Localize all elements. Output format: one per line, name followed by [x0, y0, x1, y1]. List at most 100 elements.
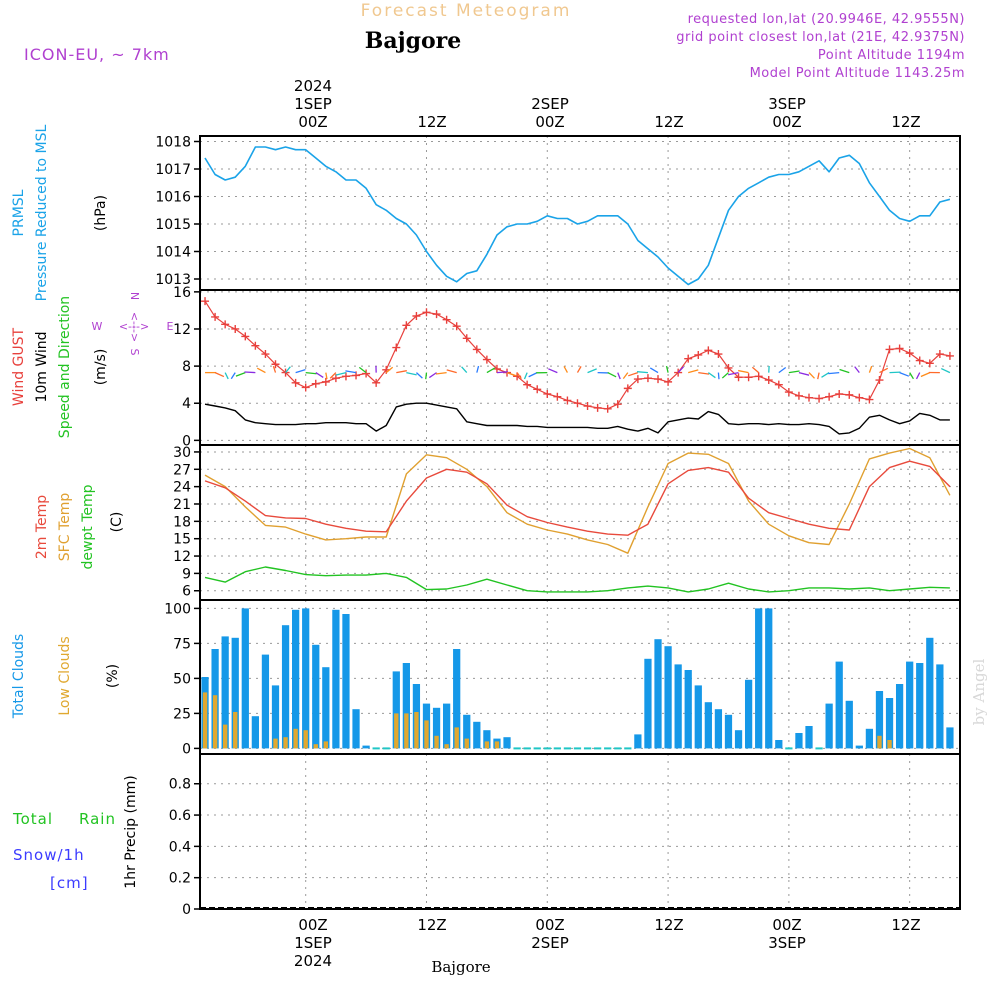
- compass-north: N: [128, 292, 141, 300]
- total-cloud-bar: [755, 608, 763, 749]
- low-cloud-bar: [484, 741, 490, 749]
- gust-marker: [875, 376, 884, 385]
- wind-direction-arrow: [563, 366, 568, 373]
- bottom-time-label-6: 12Z: [891, 916, 920, 934]
- wind-direction-arrow: [385, 366, 394, 374]
- total-cloud-bar: [231, 637, 239, 749]
- clouds-ytick-label: 25: [173, 706, 191, 722]
- wind-direction-arrow: [636, 371, 649, 374]
- wind-direction-arrow: [721, 372, 729, 379]
- temperature-ytick-label: 24: [173, 480, 191, 496]
- temperature-ytick-label: 6: [182, 584, 191, 600]
- total-cloud-bar: [302, 608, 310, 749]
- gust-marker: [442, 315, 451, 324]
- precip-labels: Total Rain Snow/1h [cm] 1hr Precip (mm): [12, 775, 139, 892]
- total-cloud-bar: [936, 664, 944, 749]
- low-cloud-bar: [494, 741, 500, 749]
- total-cloud-bar: [835, 661, 843, 749]
- precip-ytick-label: 0.2: [169, 871, 191, 887]
- wind-direction-arrow: [821, 372, 830, 378]
- wind-direction-arrow: [335, 371, 347, 376]
- header-model: ICON-EU, ~ 7km: [24, 45, 170, 64]
- wind-direction-arrow: [285, 366, 291, 374]
- wind-direction-arrow: [548, 368, 558, 374]
- gust-marker: [422, 308, 431, 317]
- precip-label-cm: [cm]: [50, 874, 89, 892]
- low-cloud-bar: [444, 744, 449, 749]
- gust-marker: [714, 350, 723, 359]
- temperature-ytick-label: 9: [182, 566, 191, 582]
- wind-ytick-label: 16: [173, 285, 191, 301]
- temp-labels: 2m Temp SFC Temp dewpt Temp (C): [34, 484, 125, 569]
- total-cloud-bar: [775, 740, 783, 749]
- gust-marker: [654, 375, 663, 384]
- precip-label-total: Total: [12, 810, 53, 828]
- gust-marker: [311, 379, 320, 388]
- gust-line: [204, 300, 951, 410]
- wind-ytick-label: 0: [182, 433, 191, 449]
- total-cloud-bar: [906, 661, 914, 749]
- precip-frame: [199, 753, 961, 910]
- total-cloud-bar: [664, 646, 672, 749]
- total-cloud-bar: [483, 730, 491, 749]
- clouds-ytick-label: 75: [173, 636, 191, 652]
- wind-direction-arrow: [688, 369, 699, 374]
- gust-marker: [573, 399, 582, 408]
- wind-label-speed: Speed and Direction: [57, 296, 73, 438]
- gust-marker: [362, 369, 371, 378]
- top-date-label-1: 1SEP: [294, 95, 332, 113]
- low-cloud-bar: [877, 735, 882, 749]
- total-cloud-bar: [825, 703, 833, 749]
- gust-marker: [392, 343, 401, 352]
- gust-marker: [482, 355, 491, 364]
- wind-direction-arrow: [909, 372, 914, 380]
- gust-marker: [231, 324, 240, 333]
- total-cloud-bar: [895, 684, 904, 749]
- pressure-panel: 1013 1014 1015 1016 1017 1018: [155, 135, 961, 291]
- wind-direction-arrow: [649, 367, 659, 374]
- wind-speed-line: [204, 402, 950, 435]
- wind-direction-arrow: [677, 366, 684, 374]
- gust-marker: [744, 373, 753, 382]
- wind-direction-arrow: [854, 366, 860, 374]
- total-cloud-bar: [885, 698, 894, 749]
- total-cloud-bar: [342, 614, 350, 749]
- wind-direction-arrow: [828, 371, 840, 375]
- wind-direction-arrow: [425, 372, 428, 380]
- gust-marker: [704, 346, 713, 355]
- pressure-labels: PRMSL Pressure Reduced to MSL (hPa): [11, 124, 109, 301]
- wind-ytick-label: 4: [182, 396, 191, 412]
- wind-direction-arrow: [707, 372, 716, 379]
- gust-marker: [643, 374, 652, 383]
- total-cloud-bar: [322, 667, 330, 749]
- wind-label-gust: Wind GUST: [11, 327, 27, 406]
- clouds-ytick-label: 100: [164, 601, 191, 617]
- low-cloud-bar: [202, 692, 208, 749]
- pressure-ytick-label: 1015: [155, 217, 191, 233]
- temp-label-2m: 2m Temp: [34, 495, 50, 559]
- wind-direction-arrow: [817, 372, 820, 380]
- total-cloud-bar: [724, 714, 733, 749]
- total-cloud-bar: [744, 679, 753, 749]
- total-cloud-bar: [684, 670, 692, 749]
- gust-marker: [895, 344, 904, 353]
- bottom-time-label-5: 00Z: [772, 916, 801, 934]
- compass-arrow-horizontal: <--->: [119, 320, 149, 333]
- total-cloud-bar: [473, 721, 481, 749]
- gust-marker: [915, 356, 924, 365]
- low-cloud-bar: [233, 712, 238, 749]
- total-cloud-bar: [251, 716, 259, 749]
- gust-marker: [885, 345, 894, 354]
- gust-marker: [764, 376, 773, 385]
- gust-marker: [372, 378, 381, 387]
- wind-direction-arrow: [665, 365, 669, 373]
- total-cloud-bar: [704, 702, 712, 749]
- wind-direction-arrow: [235, 371, 246, 377]
- wind-direction-arrow: [272, 365, 277, 373]
- wind-direction-arrow: [587, 368, 597, 374]
- wind-direction-arrow: [778, 366, 787, 374]
- wind-direction-arrow: [406, 371, 417, 376]
- pressure-ytick-label: 1014: [155, 245, 191, 261]
- wind-direction-arrow: [358, 366, 367, 374]
